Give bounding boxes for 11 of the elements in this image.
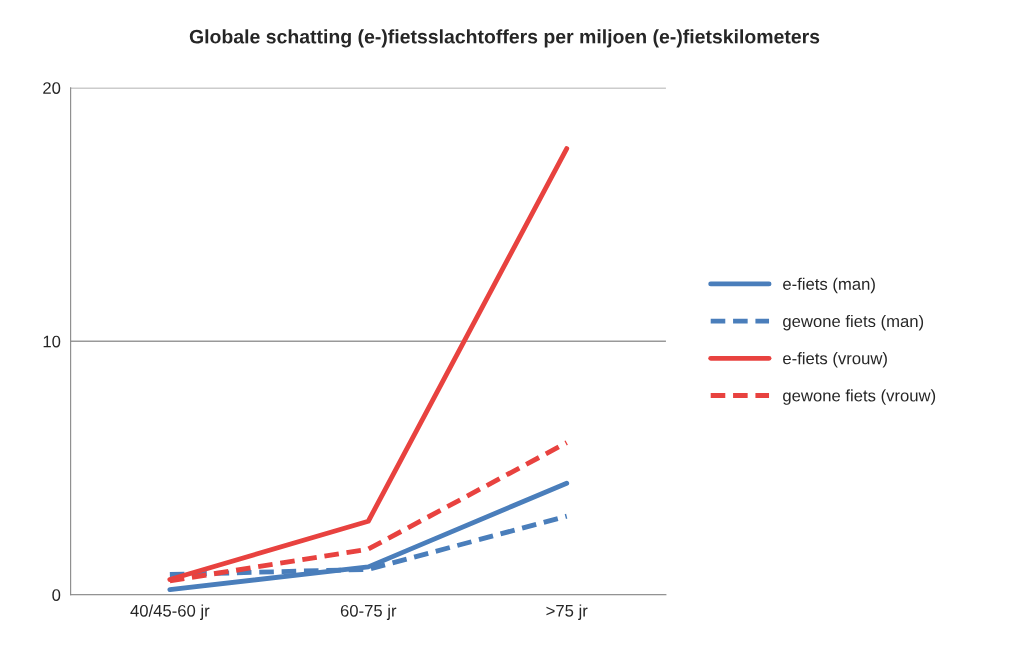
y-tick-label: 10 [43,335,61,348]
y-tick-label: 0 [52,589,61,601]
chart-title: Globale schatting (e-)fietsslachtoffers per miljoen (e-)fietskilometers [189,29,820,48]
x-tick-label: 40/45-60 jr [130,604,210,621]
legend-label: e-fiets (vrouw) [783,352,887,368]
x-tick-label: >75 jr [546,604,588,621]
legend-label: e-fiets (man) [783,277,875,294]
y-tick-label: 20 [43,82,61,94]
legend-label: gewone fiets (vrouw) [783,389,936,405]
legend-label: gewone fiets (man) [783,314,924,331]
x-tick-label: 60-75 jr [340,604,397,621]
